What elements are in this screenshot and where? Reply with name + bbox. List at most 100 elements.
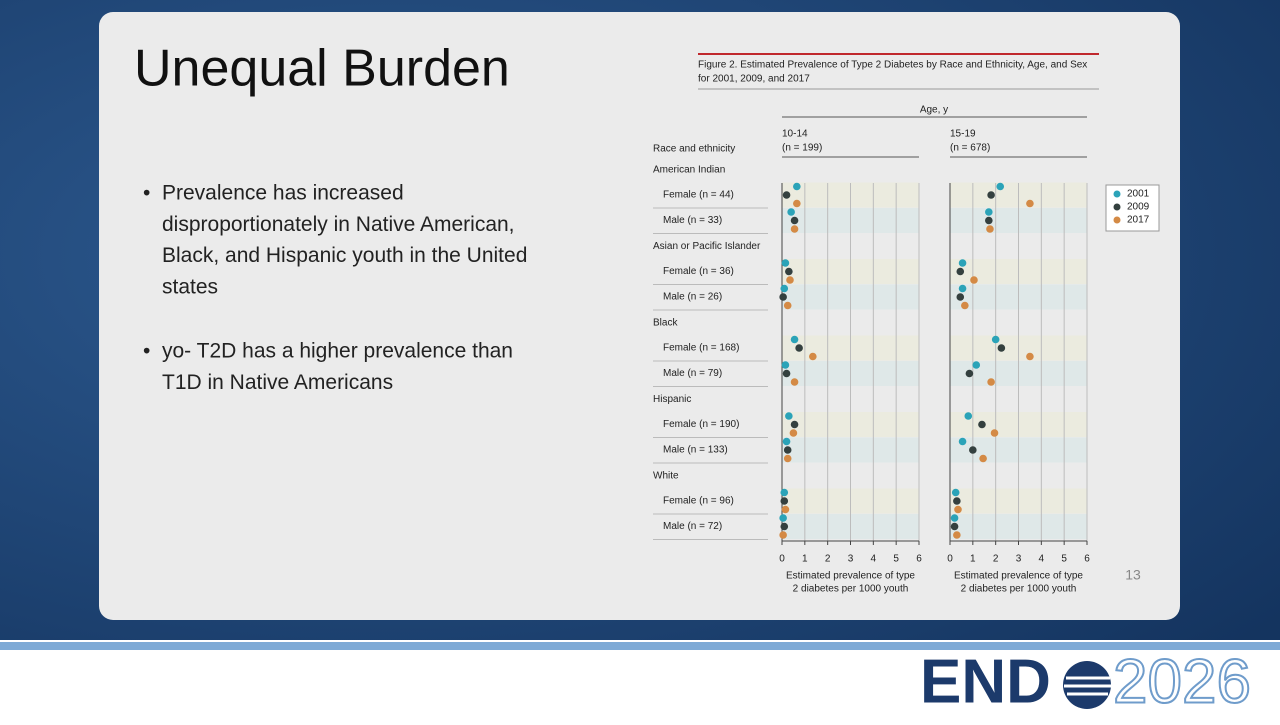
panel-title: 10-14 — [782, 129, 808, 140]
dot — [951, 488, 960, 497]
bullet-text: Prevalence has increased — [162, 182, 404, 205]
legend-swatch — [1113, 203, 1121, 211]
legend-label: 2009 — [1127, 202, 1150, 213]
dot — [781, 259, 790, 267]
panel-title: 15-19 — [950, 129, 976, 140]
bullet-text: states — [162, 275, 218, 298]
column-header: Age, y — [920, 105, 948, 116]
dot — [793, 182, 801, 191]
x-axis-label: 2 diabetes per 1000 youth — [961, 584, 1077, 595]
dot — [1026, 199, 1034, 208]
dot — [965, 369, 974, 378]
dot — [779, 514, 787, 522]
x-tick-label: 5 — [893, 554, 899, 565]
row-label: Male (n = 26) — [663, 292, 722, 303]
row-label: Male (n = 33) — [663, 215, 722, 226]
dot — [979, 454, 987, 463]
slide-title: Unequal Burden — [134, 40, 510, 98]
x-tick-label: 1 — [802, 554, 808, 565]
row-label: Male (n = 72) — [663, 521, 722, 532]
x-tick-label: 3 — [1016, 554, 1022, 565]
dot — [782, 437, 791, 446]
group-label: White — [653, 471, 679, 482]
dot — [996, 182, 1005, 191]
row-label: Female (n = 168) — [663, 343, 739, 354]
bullet-text: disproportionately in Native American, — [162, 213, 515, 236]
x-tick-label: 3 — [848, 554, 854, 565]
dot — [987, 191, 995, 199]
dot — [956, 267, 965, 276]
x-tick-label: 2 — [993, 554, 999, 565]
dot — [970, 276, 978, 284]
dot — [783, 301, 792, 310]
dot — [953, 531, 961, 539]
dot — [950, 514, 959, 522]
dot — [779, 293, 787, 301]
x-axis-label: 2 diabetes per 1000 youth — [793, 584, 909, 595]
logo-right: 2026 — [1113, 647, 1251, 716]
dot — [781, 505, 790, 514]
bullet-text: Black, and Hispanic youth in the United — [162, 244, 527, 267]
legend-swatch — [1113, 216, 1121, 224]
dot — [958, 259, 967, 267]
legend-swatch — [1113, 190, 1121, 198]
dot — [781, 361, 790, 369]
x-axis-label: Estimated prevalence of type — [786, 571, 915, 582]
dot — [956, 293, 965, 301]
dot — [780, 284, 789, 293]
panel-subtitle: (n = 199) — [782, 143, 822, 154]
dot — [789, 429, 798, 437]
dot — [790, 216, 799, 225]
dot — [779, 531, 787, 539]
dot — [961, 301, 969, 310]
dot — [782, 369, 791, 378]
dot — [958, 284, 967, 293]
dot — [790, 420, 799, 429]
x-tick-label: 6 — [916, 554, 922, 565]
figure-title: for 2001, 2009, and 2017 — [698, 74, 810, 85]
x-tick-label: 4 — [871, 554, 877, 565]
legend-label: 2017 — [1127, 215, 1150, 226]
row-header: Race and ethnicity — [653, 144, 735, 155]
dot — [1026, 352, 1034, 361]
dot — [782, 191, 791, 199]
logo-left: END — [920, 647, 1051, 716]
logo-globe — [1063, 661, 1112, 709]
x-tick-label: 4 — [1039, 554, 1045, 565]
x-tick-label: 2 — [825, 554, 831, 565]
dot — [985, 208, 993, 216]
x-axis-label: Estimated prevalence of type — [954, 571, 1083, 582]
dot — [987, 378, 995, 386]
legend-label: 2001 — [1127, 189, 1150, 200]
dot — [991, 335, 1000, 344]
dot — [790, 335, 799, 344]
dot — [964, 412, 973, 420]
dot — [780, 488, 789, 497]
dot — [790, 225, 799, 233]
dot — [780, 522, 789, 531]
dot — [969, 446, 977, 454]
bullet-text: T1D in Native Americans — [162, 371, 393, 394]
group-label: American Indian — [653, 165, 725, 176]
page-number: 13 — [1125, 567, 1141, 583]
dot — [950, 522, 959, 531]
panel-subtitle: (n = 678) — [950, 143, 990, 154]
dot — [985, 216, 993, 225]
dot — [783, 454, 792, 463]
dot — [978, 420, 986, 429]
row-label: Female (n = 44) — [663, 190, 734, 201]
dot — [780, 497, 789, 505]
footer-stripe — [0, 642, 1280, 650]
dot — [793, 199, 801, 208]
dot — [787, 208, 795, 216]
figure-title: Figure 2. Estimated Prevalence of Type 2… — [698, 60, 1087, 71]
group-label: Black — [653, 318, 678, 329]
bullet-marker: • — [143, 182, 150, 205]
dot — [958, 437, 967, 446]
group-label: Asian or Pacific Islander — [653, 241, 761, 252]
dot — [953, 497, 961, 505]
row-label: Female (n = 36) — [663, 266, 734, 277]
dot — [954, 505, 962, 514]
